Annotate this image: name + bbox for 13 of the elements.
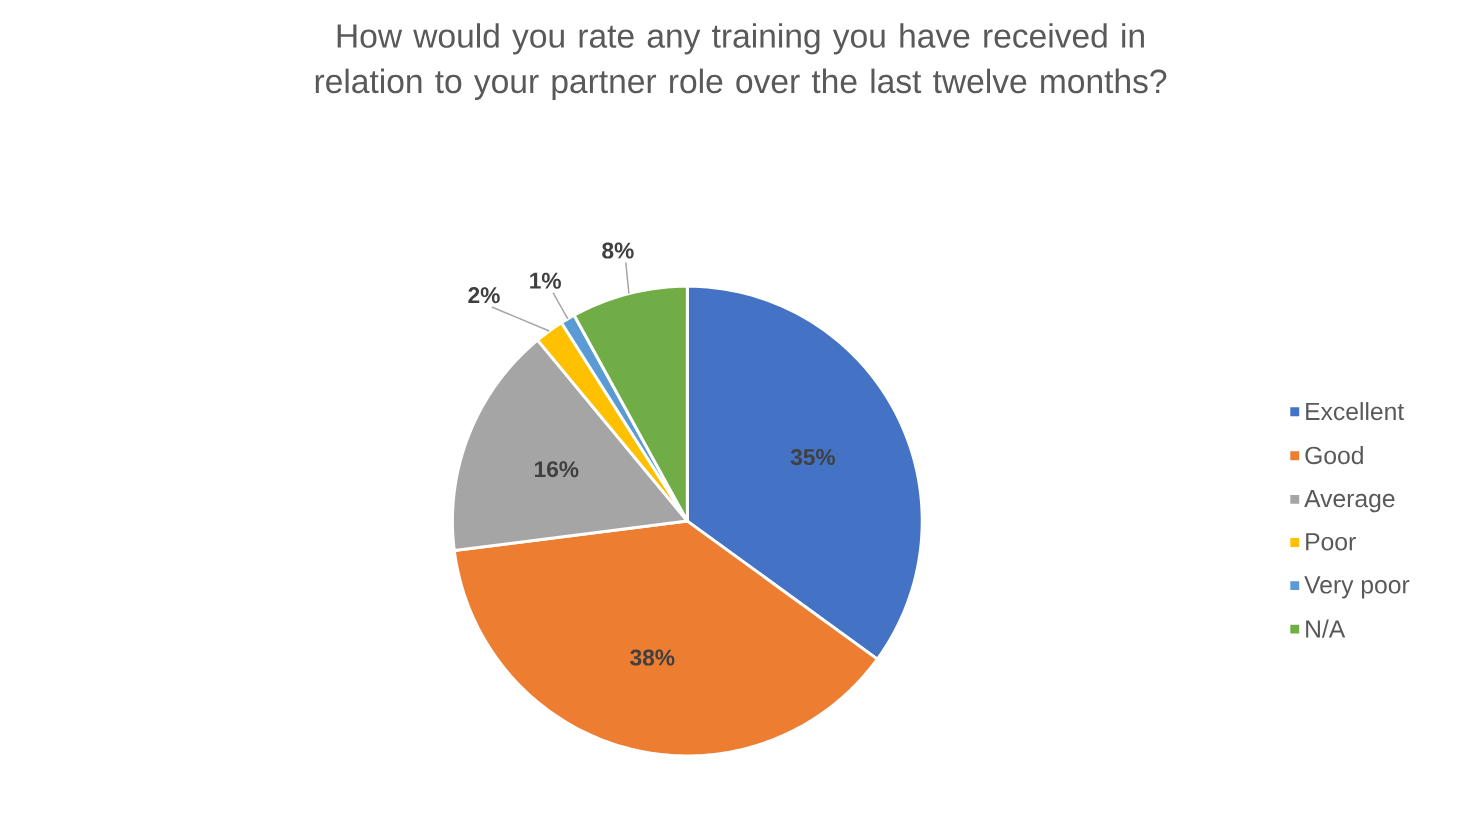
data-label: 35% <box>790 449 836 466</box>
legend-label: Good <box>1305 446 1363 465</box>
data-label: 16% <box>535 461 579 478</box>
chart-title: How would you rate any training you have received in relation to your partner role over the last twelve months? <box>315 23 1167 100</box>
legend-label: N/A <box>1306 619 1346 638</box>
legend-label: Excellent <box>1306 402 1405 421</box>
legend-label: Average <box>1304 490 1395 513</box>
data-label: 8% <box>602 242 634 259</box>
legend-label: Very poor <box>1304 576 1410 599</box>
data-label: 1% <box>530 272 561 289</box>
data-label: 2% <box>468 287 500 304</box>
data-label: 38% <box>630 649 675 666</box>
legend-label: Poor <box>1306 533 1356 551</box>
